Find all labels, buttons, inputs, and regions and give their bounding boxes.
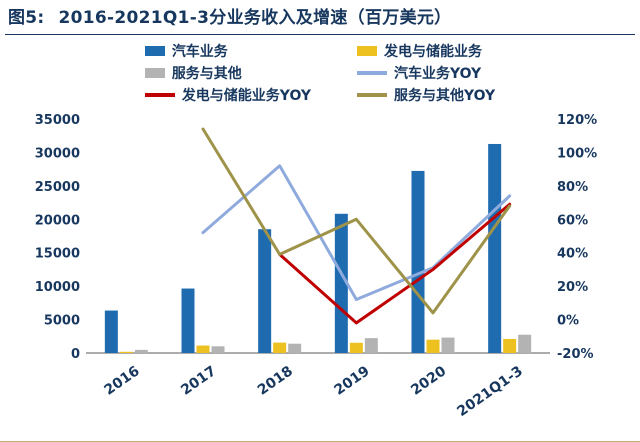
legend-label: 服务与其他 [171,65,242,82]
right-axis-tick-label: 120% [557,113,597,128]
bar-服务与其他 [364,338,378,354]
bar-发电与储能业务 [349,343,363,354]
bar-汽车业务 [258,229,272,354]
bar-汽车业务 [488,144,502,354]
x-axis-category-label: 2020 [408,363,449,399]
left-axis-tick-label: 15000 [35,247,80,262]
legend-line-swatch [357,70,387,75]
x-axis-category-label: 2021Q1-3 [454,364,526,421]
yoy-line-发电与储能业务YOY [278,203,512,325]
left-axis-tick-label: 0 [71,347,80,362]
bar-发电与储能业务 [196,345,210,354]
legend-label: 汽车业务YOY [394,65,482,82]
bar-服务与其他 [441,337,455,354]
left-axis-tick-label: 25000 [35,180,80,195]
legend-label: 发电与储能业务 [384,43,482,60]
bar-汽车业务 [104,310,118,354]
x-axis-category-label: 2016 [102,364,143,399]
bar-发电与储能业务 [119,352,133,354]
x-axis-category-label: 2018 [255,364,296,399]
left-axis-tick-label: 20000 [35,214,80,229]
right-axis-tick-label: 80% [557,180,588,195]
bar-服务与其他 [518,335,532,354]
x-axis-category-label: 2019 [332,364,373,399]
bar-发电与储能业务 [503,339,517,354]
legend-item: 服务与其他YOY [357,84,495,105]
legend-label: 汽车业务 [171,43,228,60]
right-axis-tick-label: -20% [557,347,594,362]
figure-number-label: 图5: [8,8,45,28]
figure-title: 图5: 2016-2021Q1-3分业务收入及增速（百万美元） [8,6,634,30]
left-axis-tick-label: 30000 [35,147,80,162]
legend-bar-swatch [144,45,165,56]
right-axis-tick-label: 60% [557,214,588,229]
bar-发电与储能业务 [273,343,287,354]
legend-item: 汽车业务 [144,40,311,61]
legend-item: 发电与储能业务 [357,40,495,61]
bar-服务与其他 [134,350,148,354]
right-axis-tick-label: 40% [557,247,588,262]
bar-服务与其他 [211,346,225,354]
legend: 汽车业务 发电与储能业务服务与其他 汽车业务YOY 发电与储能业务YOY 服务与其他YO… [0,34,640,107]
chart-area: 0 5000 10000 15000 20000 25000 30000 35000 -20% 0… [0,107,640,441]
right-axis-tick-label: 0% [557,314,579,329]
legend-item: 发电与储能业务YOY [144,84,311,105]
bar-汽车业务 [181,288,195,354]
yoy-line-服务与其他YOY [201,127,512,315]
legend-line-swatch [144,92,175,97]
left-axis-tick-label: 10000 [35,281,80,296]
bar-服务与其他 [288,344,302,354]
bar-发电与储能业务 [426,340,440,354]
x-axis-category-label: 2017 [178,364,219,399]
bar-汽车业务 [334,214,348,354]
yoy-line-汽车业务YOY [201,164,512,302]
combo-chart: 0 5000 10000 15000 20000 25000 30000 35000 -20% 0… [35,113,597,421]
left-axis-tick-label: 35000 [35,113,80,128]
legend-bar-swatch [144,67,165,78]
legend-item: 汽车业务YOY [357,62,495,83]
legend-line-swatch [357,92,387,97]
right-axis-tick-label: 100% [557,147,597,162]
left-axis-tick-label: 5000 [44,314,80,329]
figure-header: 图5: 2016-2021Q1-3分业务收入及增速（百万美元） [0,0,640,30]
legend-label: 发电与储能业务YOY [181,87,311,104]
bar-汽车业务 [411,171,425,354]
figure-title-text: 2016-2021Q1-3分业务收入及增速（百万美元） [58,8,452,28]
legend-label: 服务与其他YOY [394,87,496,104]
legend-bar-swatch [357,45,377,56]
legend-item: 服务与其他 [144,62,311,83]
right-axis-tick-label: 20% [557,281,588,296]
